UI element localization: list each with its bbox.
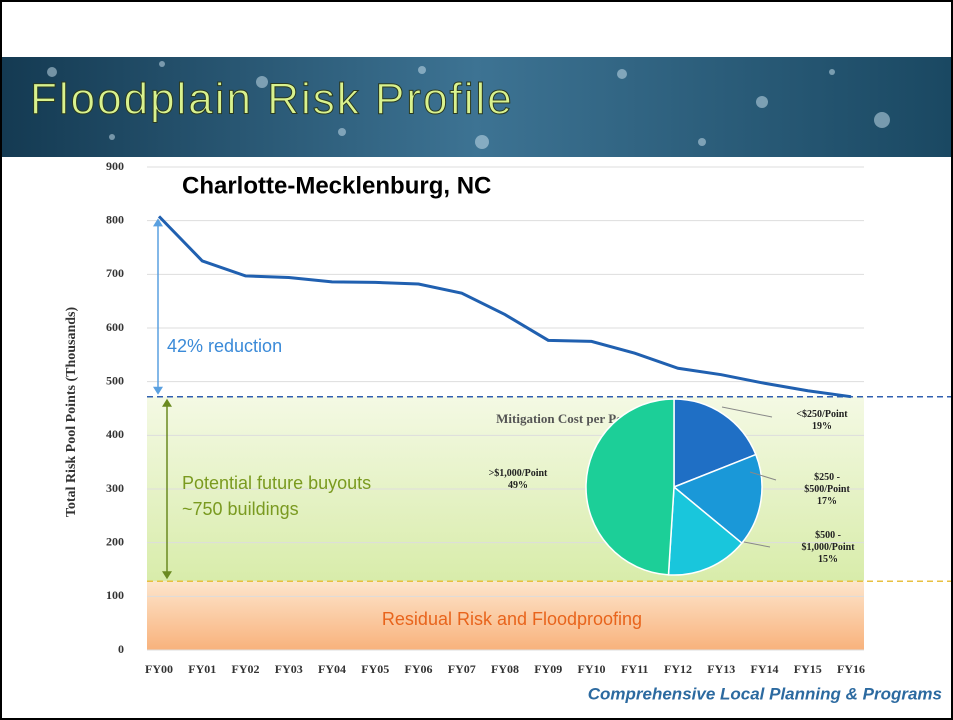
pie-label: $250 - $500/Point 17% bbox=[792, 472, 862, 508]
pie-value-label: 49% bbox=[508, 480, 528, 491]
y-tick-label: 500 bbox=[106, 373, 124, 387]
y-tick-label: 700 bbox=[106, 266, 124, 280]
y-tick-label: 900 bbox=[106, 159, 124, 173]
y-tick-label: 300 bbox=[106, 481, 124, 495]
pie-category: $500 - $1,000/Point bbox=[801, 530, 855, 553]
pie-title: Mitigation Cost per Point bbox=[496, 411, 638, 426]
line-series bbox=[157, 215, 852, 399]
pie-value-label: 19% bbox=[812, 421, 832, 432]
x-tick-label: FY13 bbox=[707, 662, 735, 676]
leader-line bbox=[721, 406, 773, 418]
pie-label: <$250/Point 19% bbox=[787, 409, 857, 433]
x-tick-label: FY02 bbox=[232, 662, 260, 676]
x-tick-label: FY08 bbox=[491, 662, 519, 676]
y-tick-label: 0 bbox=[118, 642, 124, 656]
annotation: 42% reduction bbox=[167, 336, 282, 356]
x-tick-label: FY15 bbox=[794, 662, 822, 676]
pie-slice bbox=[673, 398, 757, 489]
x-tick-label: FY01 bbox=[188, 662, 216, 676]
chart-title: Charlotte-Mecklenburg, NC bbox=[182, 172, 491, 199]
leader-line bbox=[743, 541, 771, 548]
x-tick-label: FY00 bbox=[145, 662, 173, 676]
pie-value-label: 17% bbox=[817, 496, 837, 507]
pie-label: >$1,000/Point 49% bbox=[478, 468, 558, 492]
slide-title: Floodplain Risk Profile bbox=[30, 75, 514, 124]
x-tick-label: FY12 bbox=[664, 662, 692, 676]
pie-slice bbox=[667, 485, 743, 576]
x-tick-label: FY10 bbox=[578, 662, 606, 676]
y-axis-label: Total Risk Pool Points (Thousands) bbox=[64, 307, 79, 518]
y-tick-label: 800 bbox=[106, 212, 124, 226]
band-label: Potential future buyouts bbox=[182, 473, 371, 493]
y-tick-label: 100 bbox=[106, 588, 124, 602]
pie-slice bbox=[585, 398, 675, 576]
x-tick-label: FY14 bbox=[751, 662, 779, 676]
rain-drops bbox=[47, 61, 890, 149]
x-tick-label: FY09 bbox=[534, 662, 562, 676]
x-tick-label: FY07 bbox=[448, 662, 476, 676]
pie-category: >$1,000/Point bbox=[488, 468, 548, 479]
x-tick-label: FY06 bbox=[405, 662, 433, 676]
band-label: Residual Risk and Floodproofing bbox=[382, 609, 642, 629]
x-tick-label: FY03 bbox=[275, 662, 303, 676]
y-tick-label: 400 bbox=[106, 427, 124, 441]
leader-line bbox=[749, 471, 777, 481]
pie-value-label: 15% bbox=[818, 554, 838, 565]
x-tick-label: FY04 bbox=[318, 662, 346, 676]
x-tick-label: FY11 bbox=[621, 662, 648, 676]
pie-label: $500 - $1,000/Point 15% bbox=[788, 530, 868, 566]
y-tick-label: 600 bbox=[106, 320, 124, 334]
x-tick-label: FY16 bbox=[837, 662, 865, 676]
y-tick-label: 200 bbox=[106, 534, 124, 548]
pie-slice bbox=[672, 453, 763, 545]
band-label: ~750 buildings bbox=[182, 499, 299, 519]
footer: Comprehensive Local Planning & Programs bbox=[588, 684, 942, 703]
band bbox=[147, 581, 864, 650]
pie-category: <$250/Point bbox=[796, 409, 848, 420]
pie-category: $250 - $500/Point bbox=[804, 472, 850, 495]
x-tick-label: FY05 bbox=[361, 662, 389, 676]
